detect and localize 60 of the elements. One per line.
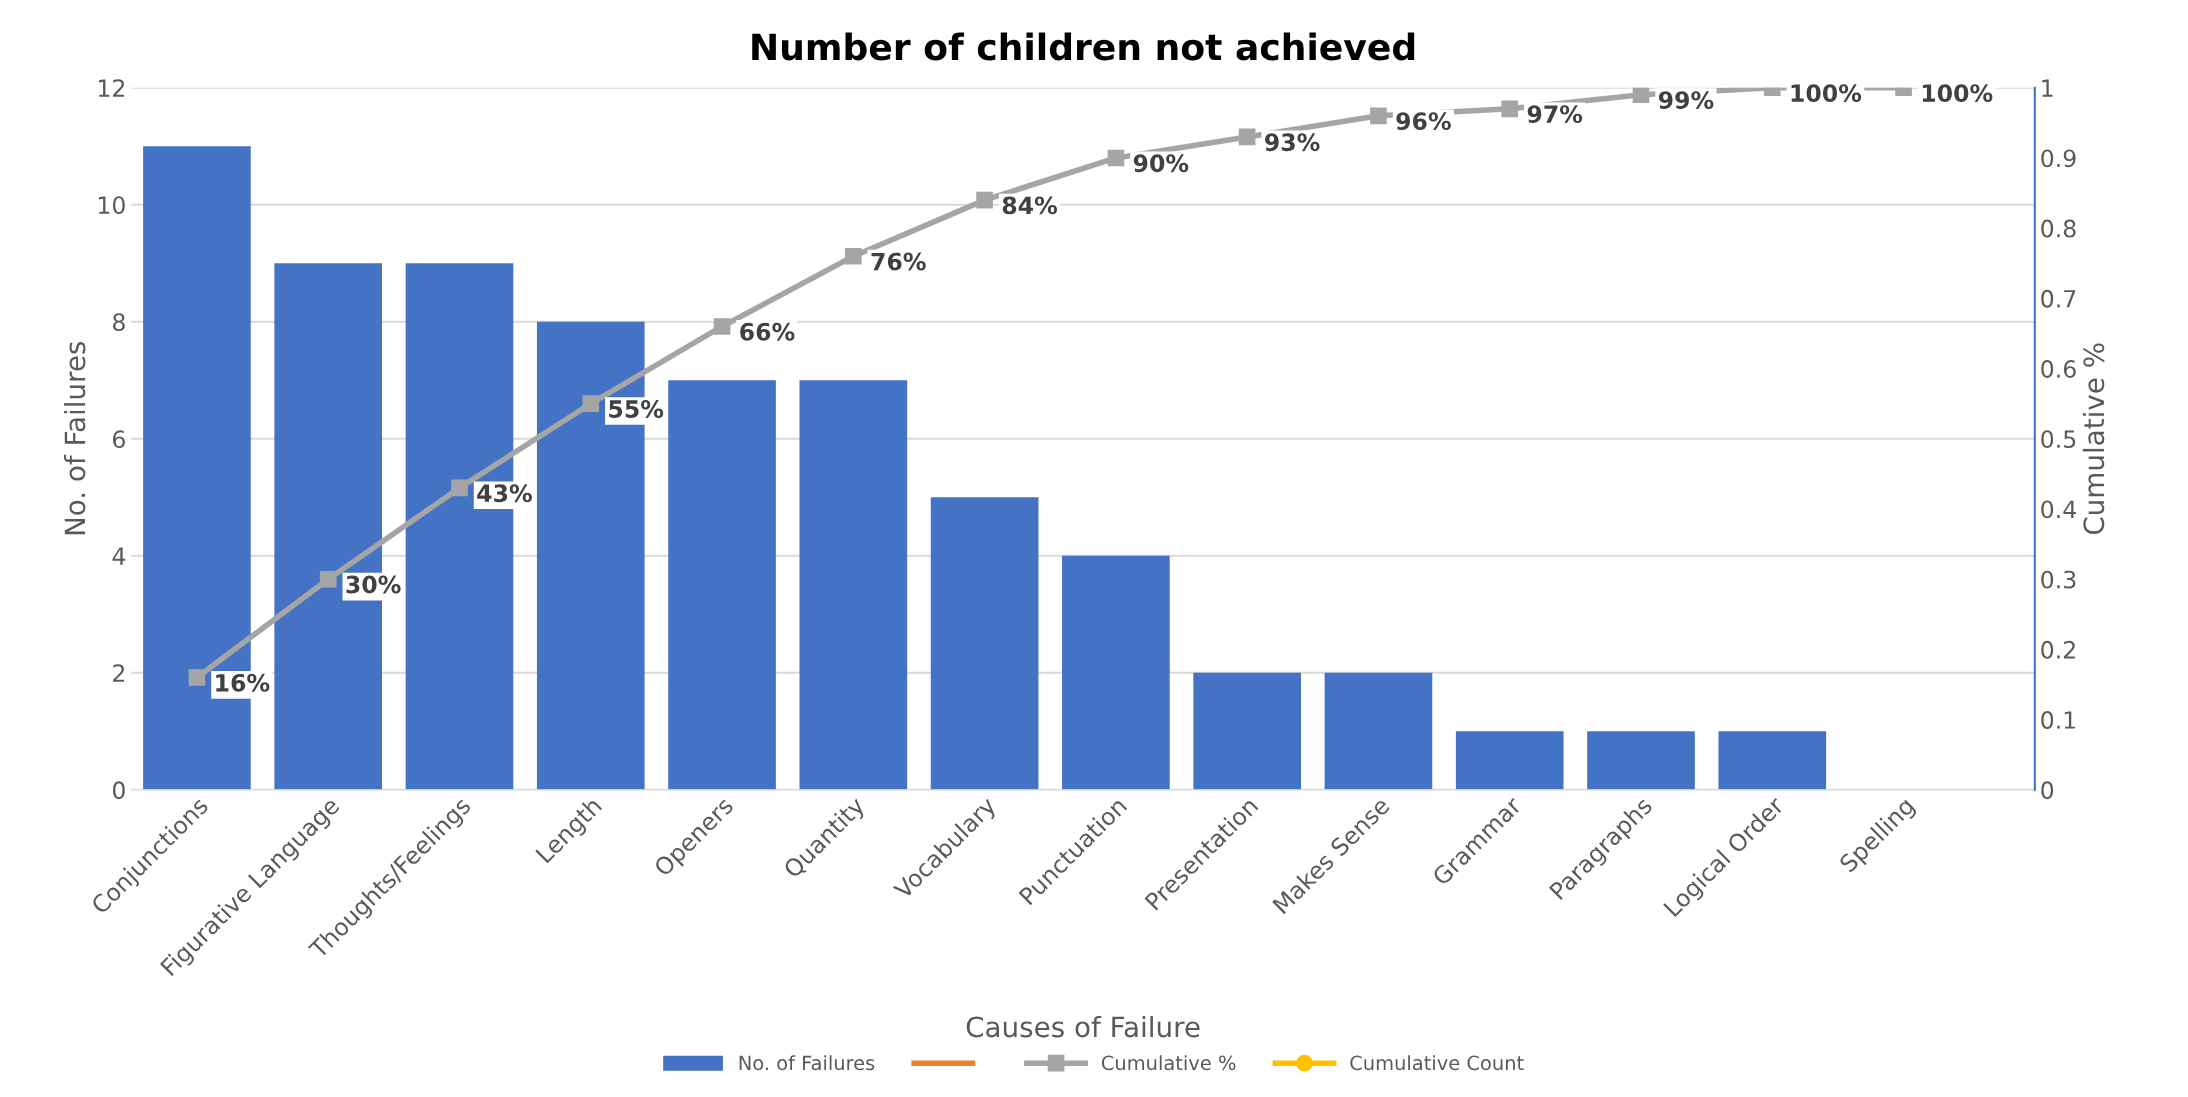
point: [976, 191, 993, 209]
y-tick-label: 2: [113, 664, 125, 682]
data-label: 100%: [1791, 84, 1862, 102]
y-tick-label: 0: [112, 781, 125, 800]
point: [188, 669, 206, 686]
y2-tick-label: 0.5: [2041, 430, 2076, 449]
y2-tick-label: 1: [2042, 79, 2053, 97]
y2-tick-label: 0.6: [2041, 360, 2076, 378]
point: [319, 570, 337, 588]
data-label: 99%: [1658, 91, 1714, 110]
point: [1107, 149, 1125, 167]
bar: [1193, 672, 1301, 790]
data-label: 97%: [1527, 105, 1583, 124]
data-label: 43%: [477, 484, 532, 503]
bar: [930, 497, 1039, 790]
bar: [1587, 731, 1695, 790]
point: [1370, 107, 1387, 125]
data-label: 16%: [216, 673, 270, 692]
y2-axis-title: Cumulative %: [2082, 343, 2105, 535]
y-tick-label: 10: [98, 196, 125, 215]
y2-tick-label: 0.3: [2041, 570, 2076, 589]
point: [582, 395, 600, 413]
point: [844, 247, 862, 265]
chart-title: Number of children not achieved: [752, 32, 1415, 61]
bar: [799, 380, 908, 790]
y-tick-label: 12: [98, 79, 125, 97]
y-tick-label: 6: [113, 430, 125, 449]
data-label: 84%: [1002, 196, 1058, 215]
point: [713, 318, 731, 335]
bar: [1455, 731, 1564, 790]
y2-tick-label: 0.4: [2041, 500, 2076, 519]
point: [1238, 128, 1256, 146]
bar: [1062, 555, 1170, 790]
point: [451, 479, 468, 497]
legend-label: Cumulative Count: [1350, 1055, 1524, 1071]
data-label: 100%: [1922, 84, 1993, 102]
point: [1632, 87, 1650, 104]
legend-label: No. of Failures: [739, 1055, 875, 1071]
bar: [1718, 731, 1827, 790]
data-label: 30%: [346, 575, 401, 594]
y2-tick-label: 0.1: [2041, 711, 2076, 729]
y2-tick-label: 0: [2041, 781, 2054, 800]
data-label: 76%: [871, 252, 926, 271]
y2-tick-label: 0.7: [2041, 289, 2076, 308]
y-axis-title: No. of Failures: [63, 341, 86, 535]
y-tick-label: 4: [112, 547, 126, 565]
data-label: 55%: [609, 400, 664, 418]
y2-tick-label: 0.2: [2041, 640, 2075, 659]
y2-tick-label: 0.9: [2041, 149, 2076, 168]
point: [1501, 100, 1519, 118]
bar: [668, 380, 776, 790]
legend-label: Cumulative %: [1101, 1055, 1236, 1071]
data-label: 96%: [1396, 112, 1451, 131]
data-label: 93%: [1265, 133, 1320, 152]
y2-tick-label: 0.8: [2041, 219, 2076, 238]
x-axis-title: Causes of Failure: [966, 1015, 1200, 1038]
data-label: 66%: [740, 322, 795, 341]
data-label: 90%: [1133, 154, 1189, 173]
y-tick-label: 8: [113, 313, 125, 332]
bar: [1324, 672, 1433, 790]
